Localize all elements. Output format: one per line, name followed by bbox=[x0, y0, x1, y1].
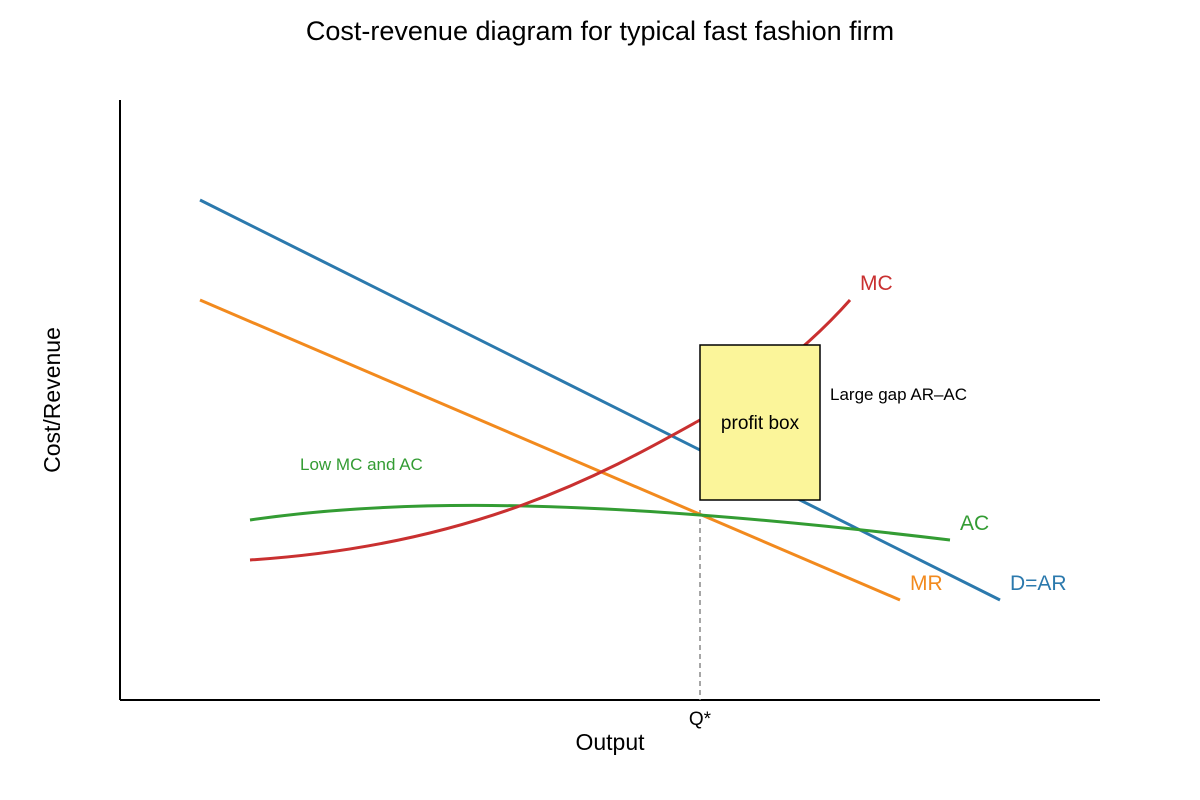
low-cost-note: Low MC and AC bbox=[300, 455, 423, 474]
gap-note: Large gap AR–AC bbox=[830, 385, 967, 404]
x-axis-label: Output bbox=[575, 729, 645, 755]
q-star-label: Q* bbox=[689, 709, 712, 730]
profit-box-label: profit box bbox=[721, 413, 800, 434]
y-axis-label: Cost/Revenue bbox=[39, 327, 65, 473]
dar-curve bbox=[199, 198, 1001, 602]
dar-label: D=AR bbox=[1010, 572, 1067, 595]
mr-label: MR bbox=[910, 572, 943, 595]
ac-label: AC bbox=[960, 512, 989, 535]
diagram-title: Cost-revenue diagram for typical fast fa… bbox=[306, 16, 894, 46]
profit-box bbox=[699, 344, 821, 501]
ac-curve bbox=[249, 503, 951, 542]
mc-label: MC bbox=[860, 272, 893, 295]
mr-curve bbox=[199, 298, 901, 602]
